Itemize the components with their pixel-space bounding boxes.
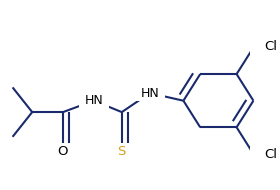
Bar bbox=[107, 143, 137, 159]
Text: Cl: Cl bbox=[265, 148, 277, 161]
Bar bbox=[79, 93, 109, 109]
Text: HN: HN bbox=[141, 87, 159, 100]
Bar bbox=[48, 143, 78, 159]
Bar bbox=[250, 147, 279, 163]
Text: S: S bbox=[118, 145, 126, 158]
Bar bbox=[250, 38, 279, 55]
Text: HN: HN bbox=[85, 94, 103, 107]
Bar bbox=[135, 85, 165, 101]
Text: O: O bbox=[58, 145, 68, 158]
Text: Cl: Cl bbox=[265, 40, 277, 53]
